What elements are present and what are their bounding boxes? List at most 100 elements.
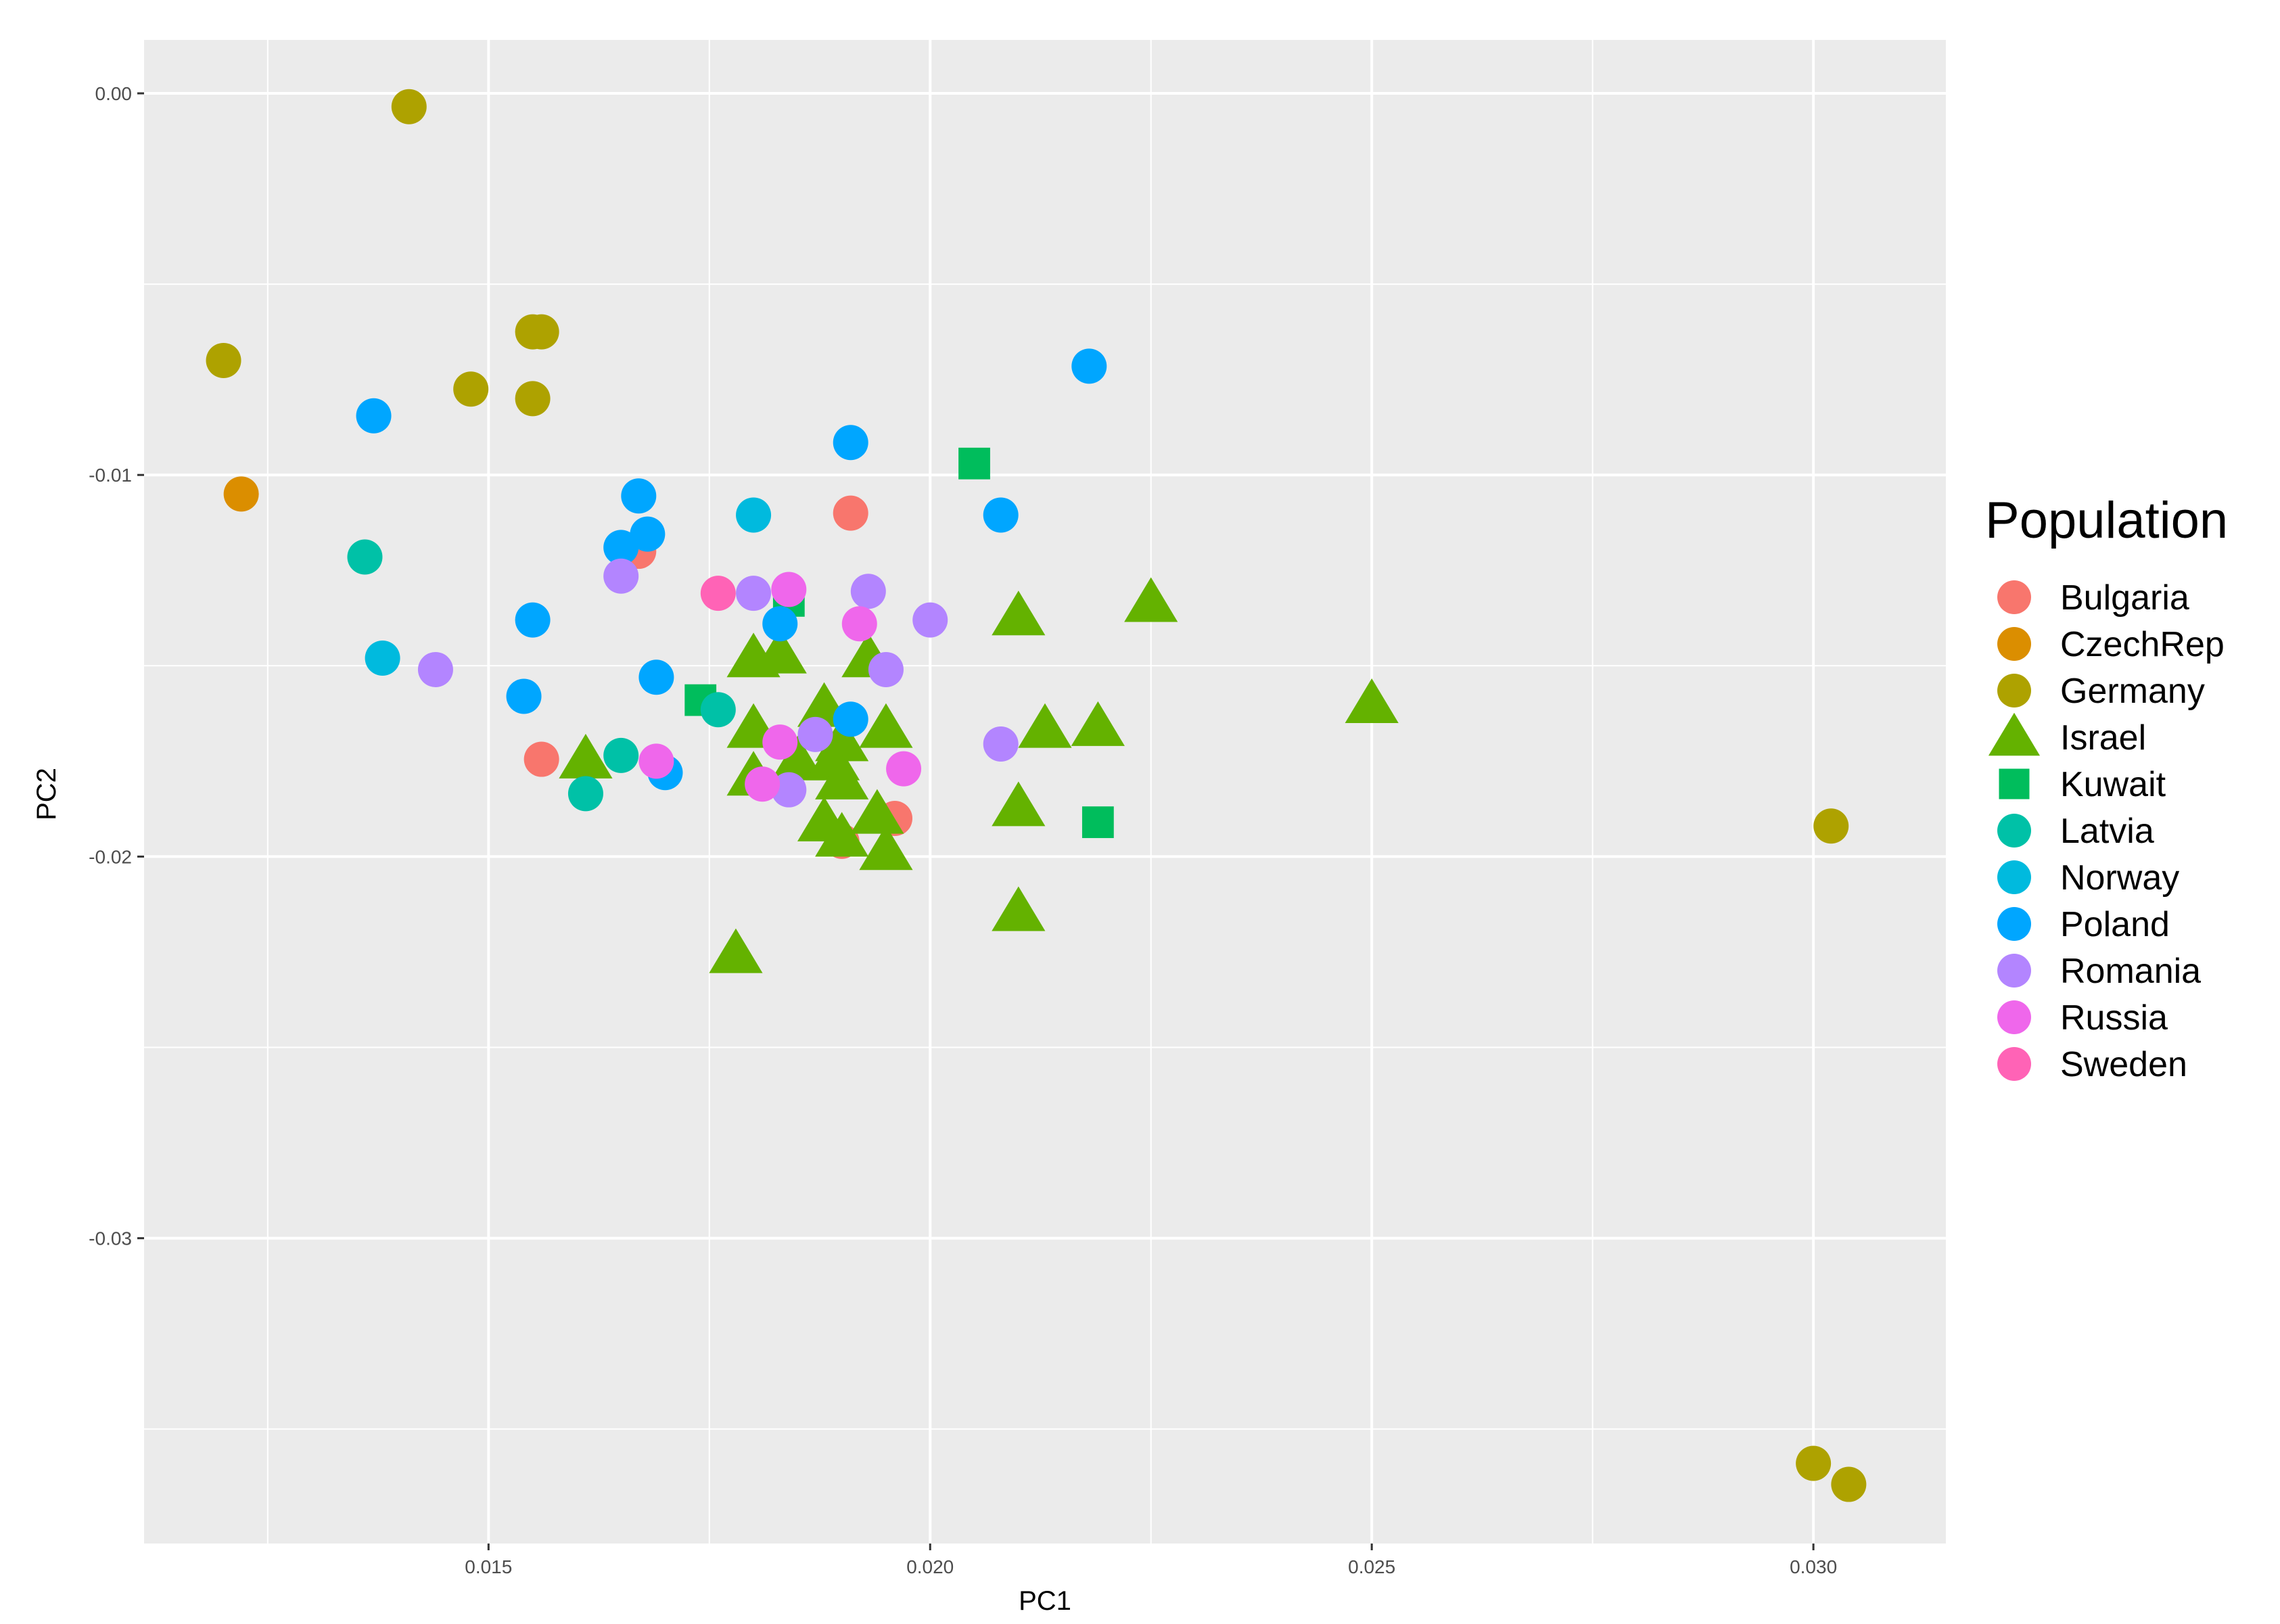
y-tick-label: -0.01 bbox=[89, 465, 132, 486]
legend-key-latvia bbox=[1997, 814, 2031, 848]
data-point-israel bbox=[1018, 703, 1072, 748]
legend-label: Latvia bbox=[2060, 812, 2154, 851]
data-point-germany bbox=[515, 381, 551, 417]
data-point-romania bbox=[912, 602, 948, 638]
y-axis-title: PC2 bbox=[32, 768, 62, 820]
legend: Population Bulgaria CzechRep Germany Israel… bbox=[1985, 492, 2228, 1084]
data-point-poland bbox=[833, 701, 868, 737]
data-point-czechrep bbox=[223, 476, 259, 512]
data-point-israel bbox=[559, 733, 613, 779]
legend-item-latvia: Latvia bbox=[1997, 812, 2154, 851]
data-point-romania bbox=[603, 558, 639, 594]
data-point-latvia bbox=[603, 737, 639, 773]
data-point-romania bbox=[771, 772, 807, 808]
x-tick-label: 0.020 bbox=[906, 1556, 954, 1577]
data-point-russia bbox=[638, 743, 674, 779]
data-point-romania bbox=[417, 651, 453, 687]
data-point-latvia bbox=[567, 776, 603, 812]
data-point-kuwait bbox=[1081, 806, 1114, 839]
data-point-israel bbox=[992, 781, 1046, 827]
x-tick-label: 0.015 bbox=[465, 1556, 512, 1577]
data-point-sweden bbox=[700, 576, 736, 611]
legend-label: Germany bbox=[2060, 672, 2205, 711]
legend-key-poland bbox=[1997, 907, 2031, 941]
legend-key-romania bbox=[1997, 954, 2031, 988]
axes: 0.015 0.020 0.025 0.030 0.00 -0.01 -0.02 -0.03 bbox=[89, 83, 1837, 1577]
series-latvia bbox=[347, 539, 736, 812]
data-point-poland bbox=[1071, 348, 1107, 384]
data-point-israel bbox=[709, 928, 763, 973]
data-point-israel bbox=[1345, 678, 1399, 724]
series-poland bbox=[356, 348, 1107, 791]
data-point-germany bbox=[391, 89, 427, 124]
data-points bbox=[206, 89, 1867, 1502]
data-point-bulgaria bbox=[833, 495, 868, 531]
legend-item-czechrep: CzechRep bbox=[1997, 625, 2225, 664]
data-point-germany bbox=[1796, 1445, 1832, 1481]
legend-key-kuwait bbox=[1999, 768, 2030, 799]
legend-key-russia bbox=[1997, 1000, 2031, 1034]
legend-item-poland: Poland bbox=[1997, 905, 2170, 944]
y-tick-label: 0.00 bbox=[95, 83, 133, 104]
data-point-poland bbox=[833, 425, 868, 461]
series-czechrep bbox=[223, 476, 259, 512]
data-point-israel bbox=[992, 886, 1046, 931]
data-point-norway bbox=[736, 497, 772, 533]
data-point-israel bbox=[770, 735, 824, 781]
legend-item-sweden: Sweden bbox=[1997, 1045, 2187, 1084]
data-point-germany bbox=[1831, 1466, 1867, 1502]
series-norway bbox=[365, 497, 772, 676]
data-point-latvia bbox=[347, 539, 383, 575]
series-sweden bbox=[700, 576, 736, 611]
data-point-russia bbox=[745, 766, 781, 802]
data-point-romania bbox=[983, 726, 1019, 762]
data-point-russia bbox=[886, 751, 922, 787]
data-point-poland bbox=[762, 606, 798, 642]
data-point-israel bbox=[859, 825, 913, 871]
legend-label: Kuwait bbox=[2060, 765, 2166, 804]
series-israel bbox=[559, 577, 1399, 973]
data-point-romania bbox=[736, 576, 772, 611]
data-point-russia bbox=[771, 572, 807, 607]
legend-item-germany: Germany bbox=[1997, 672, 2205, 711]
series-romania bbox=[417, 558, 1019, 808]
data-point-poland bbox=[621, 478, 657, 514]
data-point-germany bbox=[206, 342, 241, 378]
data-point-israel bbox=[992, 590, 1046, 636]
data-point-israel bbox=[859, 703, 913, 748]
data-point-israel bbox=[1071, 701, 1125, 746]
y-tick-label: -0.03 bbox=[89, 1228, 132, 1249]
legend-label: Bulgaria bbox=[2060, 578, 2189, 618]
data-point-romania bbox=[868, 651, 904, 687]
legend-title: Population bbox=[1985, 492, 2228, 549]
data-point-israel bbox=[815, 754, 869, 799]
legend-item-romania: Romania bbox=[1997, 952, 2201, 991]
data-point-poland bbox=[983, 497, 1019, 533]
x-tick-label: 0.025 bbox=[1348, 1556, 1395, 1577]
data-point-russia bbox=[841, 606, 877, 642]
data-point-israel bbox=[850, 789, 904, 834]
legend-label: Russia bbox=[2060, 998, 2168, 1038]
data-point-kuwait bbox=[958, 447, 990, 480]
legend-key-sweden bbox=[1997, 1047, 2031, 1081]
legend-item-russia: Russia bbox=[1997, 998, 2168, 1038]
data-point-poland bbox=[638, 659, 674, 695]
x-tick-label: 0.030 bbox=[1790, 1556, 1837, 1577]
data-point-romania bbox=[797, 716, 833, 752]
legend-label: Romania bbox=[2060, 952, 2201, 991]
legend-label: Norway bbox=[2060, 858, 2179, 898]
legend-label: CzechRep bbox=[2060, 625, 2225, 664]
data-point-poland bbox=[515, 602, 551, 638]
legend-key-bulgaria bbox=[1997, 580, 2031, 614]
data-point-latvia bbox=[700, 692, 736, 728]
data-point-israel bbox=[815, 812, 869, 857]
legend-label: Poland bbox=[2060, 905, 2170, 944]
data-point-russia bbox=[762, 724, 798, 760]
legend-item-kuwait: Kuwait bbox=[1999, 765, 2166, 804]
legend-key-germany bbox=[1997, 674, 2031, 707]
legend-item-bulgaria: Bulgaria bbox=[1997, 578, 2189, 618]
legend-label: Israel bbox=[2060, 718, 2146, 758]
x-axis-title: PC1 bbox=[1019, 1586, 1071, 1616]
data-point-germany bbox=[524, 314, 559, 350]
